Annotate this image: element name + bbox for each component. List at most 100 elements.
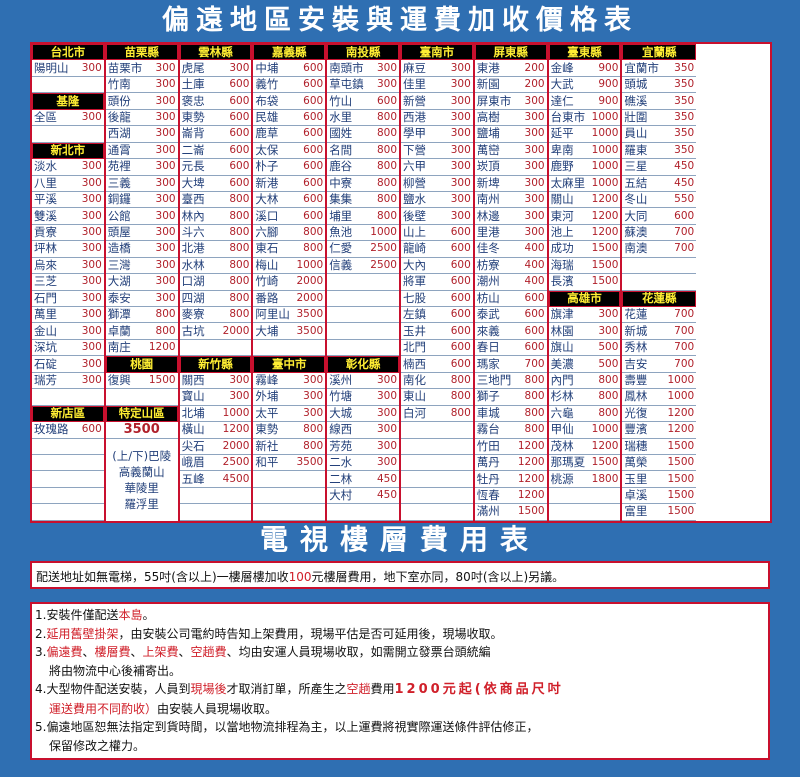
table-row: 礁溪 350 xyxy=(622,93,697,110)
district-name: 布袋 xyxy=(255,93,279,108)
table-row: 坪林 300 xyxy=(32,241,104,258)
table-row: 卓蘭 800 xyxy=(105,323,178,340)
table-row: 玉井 600 xyxy=(401,323,473,340)
surcharge-price: 800 xyxy=(229,275,250,288)
region-header: 彰化縣 xyxy=(327,356,399,373)
county-column: 臺南市 麻豆 300 佳里 300 新營 300 西港 300 學甲 300 下營 300 六甲 300 柳營… xyxy=(401,44,475,521)
surcharge-price: 300 xyxy=(155,176,176,189)
district-name: 峨眉 xyxy=(181,455,205,470)
district-name: 萬巒 xyxy=(476,142,500,157)
table-row: 中埔 600 xyxy=(253,60,326,77)
note-line: 保留修改之權力。 xyxy=(35,737,765,756)
table-row: 鹿野 1000 xyxy=(548,159,621,176)
county-column: 苗栗縣 苗栗市 300 竹南 300 頭份 300 後龍 300 西湖 300 通霄 300 苑裡 300 三… xyxy=(105,44,180,521)
district-name: 池上 xyxy=(550,225,574,240)
district-name: 萬榮 xyxy=(624,455,648,470)
table-row: 蘇澳 700 xyxy=(622,225,697,242)
empty-row xyxy=(253,340,326,357)
surcharge-price: 300 xyxy=(524,94,545,107)
table-row: 橫山 1200 xyxy=(179,422,252,439)
surcharge-price: 800 xyxy=(303,242,324,255)
table-row: 寶山 300 xyxy=(179,389,252,406)
surcharge-price: 300 xyxy=(450,78,471,91)
district-name: 大武 xyxy=(550,77,574,92)
county-column: 雲林縣 虎尾 300 土庫 600 褒忠 600 東勢 600 崙背 600 二崙 600 元長 600 大埤… xyxy=(179,44,254,521)
note-text: 本島 xyxy=(118,608,143,622)
table-row: 五峰 4500 xyxy=(179,471,252,488)
district-name: 魚池 xyxy=(329,225,353,240)
district-name: 大埔 xyxy=(255,323,279,338)
district-name: 太麻里 xyxy=(550,175,586,190)
district-name: 牡丹 xyxy=(476,471,500,486)
district-name: 芳苑 xyxy=(329,438,353,453)
district-name: 鹿谷 xyxy=(329,159,353,174)
district-name: 佳里 xyxy=(403,77,426,92)
table-row: 苑裡 300 xyxy=(105,159,178,176)
district-name: 中寮 xyxy=(329,175,353,190)
district-name: 和平 xyxy=(255,455,279,470)
district-name: 東山 xyxy=(403,389,426,404)
note-line: 將由物流中心後補寄出。 xyxy=(35,662,765,681)
surcharge-price: 300 xyxy=(81,226,102,239)
note-line: 3.偏遠費、樓層費、上架費、空趟費、均由安運人員現場收取，如需開立發票台頭統編 xyxy=(35,643,765,662)
surcharge-price: 600 xyxy=(524,324,545,337)
surcharge-price: 300 xyxy=(376,423,397,436)
district-name: 八里 xyxy=(34,175,57,190)
surcharge-price: 900 xyxy=(598,61,619,74)
note-text: 1200元起(依商品尺吋 xyxy=(394,682,564,697)
district-name: 梅山 xyxy=(255,257,279,272)
surcharge-price: 600 xyxy=(303,127,324,140)
district-name: 三星 xyxy=(624,159,648,174)
district-name: 南澳 xyxy=(624,241,648,256)
table-row: 元長 600 xyxy=(179,159,252,176)
surcharge-price: 800 xyxy=(376,176,397,189)
table-row: 南化 800 xyxy=(401,373,473,390)
table-row: 新營 300 xyxy=(401,93,473,110)
surcharge-price: 300 xyxy=(155,275,176,288)
surcharge-price: 1000 xyxy=(591,160,619,173)
surcharge-price: 800 xyxy=(450,390,471,403)
note-text: 空趟費 xyxy=(190,645,227,659)
surcharge-price: 800 xyxy=(524,423,545,436)
surcharge-price: 500 xyxy=(598,357,619,370)
table-row: 魚池 1000 xyxy=(327,225,399,242)
surcharge-price: 300 xyxy=(524,226,545,239)
table-row: 成功 1500 xyxy=(548,241,621,258)
surcharge-price: 1200 xyxy=(517,472,545,485)
surcharge-price: 900 xyxy=(598,94,619,107)
surcharge-price: 1000 xyxy=(591,110,619,123)
table-row: 信義 2500 xyxy=(327,257,399,275)
surcharge-price: 350 xyxy=(674,94,695,107)
table-row: 六甲 300 xyxy=(401,159,473,176)
surcharge-price: 1200 xyxy=(591,226,619,239)
district-name: 西湖 xyxy=(107,126,131,141)
district-name: 白河 xyxy=(403,405,426,420)
surcharge-price: 1800 xyxy=(591,472,619,485)
empty-row xyxy=(32,504,104,521)
special-area-list: (上/下)巴陵 高義蘭山 華陵里 羅浮里 xyxy=(106,439,178,521)
table-row: 褒忠 600 xyxy=(179,93,252,110)
district-name: 通霄 xyxy=(107,142,131,157)
table-row: 壽豐 1000 xyxy=(622,373,697,390)
region-header: 花蓮縣 xyxy=(622,290,697,307)
table-row: 七股 600 xyxy=(401,291,473,307)
table-row: 民雄 600 xyxy=(253,110,326,127)
district-name: 台東市 xyxy=(550,109,586,124)
district-name: 後壁 xyxy=(403,208,426,223)
district-name: 仁愛 xyxy=(329,241,353,256)
table-row: 三義 300 xyxy=(105,176,178,192)
district-name: 信義 xyxy=(329,257,353,272)
table-row: 烏來 300 xyxy=(32,258,104,275)
district-name: 內門 xyxy=(550,372,574,387)
table-row: 頭屋 300 xyxy=(105,225,178,242)
surcharge-price: 1000 xyxy=(667,373,695,386)
surcharge-price: 700 xyxy=(674,341,695,354)
district-name: 楠西 xyxy=(403,356,426,371)
table-row: 下營 300 xyxy=(401,143,473,160)
district-name: 茂林 xyxy=(550,438,574,453)
district-name: 東石 xyxy=(255,241,279,256)
surcharge-price: 1200 xyxy=(222,423,250,436)
table-row: 宜蘭市 350 xyxy=(622,60,697,77)
surcharge-price: 300 xyxy=(524,160,545,173)
surcharge-price: 1200 xyxy=(517,489,545,502)
